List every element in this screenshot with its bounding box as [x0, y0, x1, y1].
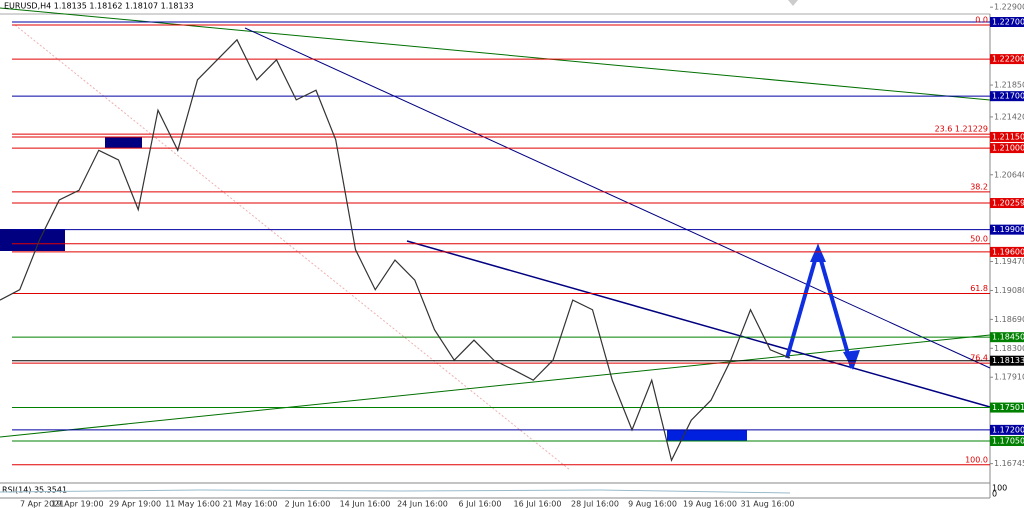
- level-label: 1.19900: [992, 225, 1024, 234]
- fib-label: 23.6 1.21229: [935, 125, 988, 134]
- fib-label: 100.0: [965, 455, 988, 464]
- level-label: 1.18450: [992, 333, 1024, 342]
- level-label: 1.22200: [992, 55, 1024, 64]
- time-label: 2 Jun 16:00: [285, 500, 331, 508]
- level-label: 1.19600: [992, 247, 1024, 256]
- level-tag: [990, 17, 1024, 27]
- time-label: 14 Jun 16:00: [340, 500, 391, 508]
- time-label: 19 Apr 19:00: [51, 500, 103, 508]
- price-line: [0, 38, 791, 463]
- price-label: 1.18300: [994, 344, 1024, 353]
- price-label: 1.17910: [994, 373, 1024, 382]
- fib-label: 0.0: [975, 16, 988, 25]
- level-tag: [990, 332, 1024, 343]
- trendline: [0, 334, 991, 438]
- level-tag: [990, 355, 1024, 366]
- price-label: 1.22900: [994, 3, 1024, 12]
- time-label: 19 Aug 16:00: [683, 500, 737, 508]
- fib-line: [14, 24, 571, 471]
- level-label: 1.18133: [992, 356, 1024, 365]
- trendline: [406, 240, 991, 408]
- time-label: 16 Jul 16:00: [514, 500, 562, 508]
- level-tag: [990, 143, 1024, 154]
- trendline: [244, 27, 991, 369]
- level-label: 1.20259: [992, 199, 1024, 208]
- zone-box: [667, 430, 747, 441]
- level-tag: [990, 131, 1024, 142]
- fib-label: 50.0: [970, 234, 988, 243]
- indicator-scale: 0: [992, 490, 997, 499]
- price-label: 1.16745: [994, 459, 1024, 468]
- level-label: 1.21000: [992, 144, 1024, 153]
- trendline: [0, 7, 991, 101]
- price-label: 1.21420: [994, 112, 1024, 121]
- indicator-label: RSI(14) 35.3541: [2, 486, 67, 495]
- level-tag: [990, 424, 1024, 435]
- price-label: 1.19470: [994, 257, 1024, 266]
- level-label: 1.17501: [992, 403, 1024, 412]
- time-label: 31 Aug 16:00: [741, 500, 795, 508]
- indicator-scale: 100: [992, 484, 1007, 493]
- time-label: 7 Apr 2021: [20, 500, 64, 508]
- level-tag: [990, 246, 1024, 257]
- time-label: 11 May 16:00: [165, 500, 220, 508]
- price-label: 1.21850: [994, 81, 1024, 90]
- scroll-marker: [788, 0, 798, 6]
- level-label: 1.22700: [992, 18, 1024, 27]
- price-label: 1.20640: [994, 170, 1024, 179]
- level-tag: [990, 91, 1024, 102]
- symbol-header: EURUSD,H4 1.18135 1.18162 1.18107 1.1813…: [4, 2, 194, 11]
- level-label: 1.21700: [992, 92, 1024, 101]
- time-label: 24 Jun 16:00: [397, 500, 448, 508]
- price-label: 1.18690: [994, 315, 1024, 324]
- level-tag: [990, 402, 1024, 413]
- zone-box: [0, 229, 65, 251]
- level-tag: [990, 198, 1024, 209]
- fib-label: 38.2: [970, 182, 988, 191]
- level-label: 1.17050: [992, 437, 1024, 446]
- time-label: 9 Aug 16:00: [628, 500, 677, 508]
- time-label: 29 Apr 19:00: [109, 500, 161, 508]
- level-tag: [990, 54, 1024, 65]
- fib-label: 61.8: [970, 284, 988, 293]
- rsi-line: [0, 489, 791, 494]
- arrow-head: [843, 350, 860, 370]
- price-label: 1.19080: [994, 286, 1024, 295]
- fib-label: 76.4: [970, 354, 988, 363]
- arrow-head: [810, 244, 826, 262]
- time-label: 28 Jul 16:00: [571, 500, 619, 508]
- zone-box: [105, 137, 142, 148]
- level-tag: [990, 436, 1024, 447]
- time-label: 6 Jul 16:00: [459, 500, 502, 508]
- time-label: 21 May 16:00: [223, 500, 278, 508]
- level-label: 1.21150: [992, 132, 1024, 141]
- level-tag: [990, 224, 1024, 235]
- level-label: 1.17200: [992, 425, 1024, 434]
